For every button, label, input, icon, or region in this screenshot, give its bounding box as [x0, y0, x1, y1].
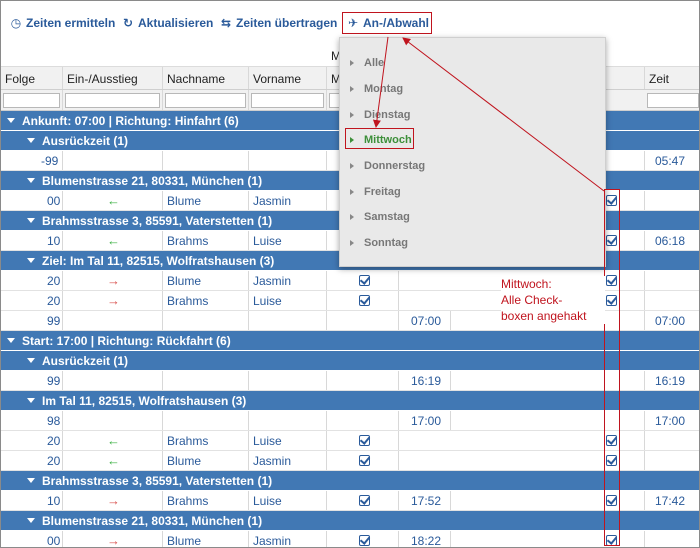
- menu-item-samstag[interactable]: Samstag: [350, 208, 410, 226]
- filter-folge-input[interactable]: [3, 92, 60, 108]
- filter-vorname-input[interactable]: [251, 92, 324, 108]
- table-row[interactable]: 20 ← Blume Jasmin: [1, 451, 699, 471]
- collapse-icon: [27, 138, 35, 143]
- bullet-icon: [350, 112, 354, 118]
- filter-nachname-input[interactable]: [165, 92, 246, 108]
- zeiten-uebertragen-button[interactable]: ⇆ Zeiten übertragen: [220, 15, 337, 31]
- group-row-brahmsstrasse[interactable]: Brahmsstrasse 3, 85591, Vaterstetten (1): [1, 471, 699, 491]
- checkbox-icon[interactable]: [606, 455, 617, 466]
- mittwoch-highlight: [345, 128, 414, 149]
- menu-item-montag[interactable]: Montag: [350, 80, 403, 98]
- annotation-note: Mittwoch: Alle Check- boxen angehakt: [501, 276, 605, 324]
- checkbox-icon[interactable]: [606, 275, 617, 286]
- checkbox-icon[interactable]: [359, 535, 370, 546]
- arrow-left-icon: ←: [107, 433, 120, 448]
- zeiten-uebertragen-label: Zeiten übertragen: [236, 16, 338, 30]
- collapse-icon: [27, 518, 35, 523]
- bullet-icon: [350, 86, 354, 92]
- arrow-right-icon: →: [107, 493, 120, 508]
- an-abwahl-label: An-/Abwahl: [363, 16, 429, 30]
- checkbox-icon[interactable]: [606, 235, 617, 246]
- zeiten-ermitteln-label: Zeiten ermitteln: [26, 16, 116, 30]
- bullet-icon: [350, 240, 354, 246]
- group-row-rueckfahrt[interactable]: Start: 17:00 | Richtung: Rückfahrt (6): [1, 331, 699, 351]
- checkbox-icon[interactable]: [606, 195, 617, 206]
- table-row[interactable]: 10 → Brahms Luise 17:52 17:42: [1, 491, 699, 511]
- menu-item-dienstag[interactable]: Dienstag: [350, 106, 410, 124]
- checkbox-icon[interactable]: [359, 435, 370, 446]
- bullet-icon: [350, 189, 354, 195]
- an-abwahl-button[interactable]: ✈ An-/Abwahl: [347, 15, 429, 31]
- toolbar: ◷ Zeiten ermitteln ↻ Aktualisieren ⇆ Zei…: [1, 1, 699, 43]
- filter-ein-ausstieg-input[interactable]: [65, 92, 160, 108]
- arrow-left-icon: ←: [107, 453, 120, 468]
- menu-item-freitag[interactable]: Freitag: [350, 183, 401, 201]
- swap-arrows-icon: ⇆: [220, 16, 232, 30]
- arrow-right-icon: →: [107, 293, 120, 308]
- bullet-icon: [350, 163, 354, 169]
- arrow-left-icon: ←: [107, 233, 120, 248]
- checkbox-icon[interactable]: [606, 295, 617, 306]
- arrow-right-icon: →: [107, 533, 120, 548]
- checkbox-icon[interactable]: [606, 495, 617, 506]
- clock-icon: ◷: [10, 16, 22, 30]
- checkbox-icon[interactable]: [359, 495, 370, 506]
- bullet-icon: [350, 214, 354, 220]
- group-row-im-tal[interactable]: Im Tal 11, 82515, Wolfratshausen (3): [1, 391, 699, 411]
- checkbox-icon[interactable]: [359, 295, 370, 306]
- zeiten-ermitteln-button[interactable]: ◷ Zeiten ermitteln: [10, 15, 116, 31]
- table-row[interactable]: 99 16:19 16:19: [1, 371, 699, 391]
- collapse-icon: [27, 398, 35, 403]
- collapse-icon: [27, 258, 35, 263]
- aktualisieren-label: Aktualisieren: [138, 16, 214, 30]
- column-header-vorname[interactable]: Vorname: [249, 67, 327, 89]
- table-row[interactable]: 98 17:00 17:00: [1, 411, 699, 431]
- checkbox-column-highlight: [604, 189, 620, 546]
- column-header-zeit[interactable]: Zeit: [649, 72, 670, 86]
- checkbox-icon[interactable]: [606, 435, 617, 446]
- bullet-icon: [350, 137, 354, 143]
- menu-item-alle[interactable]: Alle: [350, 54, 384, 72]
- collapse-icon: [7, 338, 15, 343]
- arrow-left-icon: ←: [107, 193, 120, 208]
- filter-zeit-input[interactable]: [647, 92, 699, 108]
- bullet-icon: [350, 60, 354, 66]
- menu-item-mittwoch[interactable]: Mittwoch: [350, 131, 412, 149]
- menu-item-donnerstag[interactable]: Donnerstag: [350, 157, 425, 175]
- collapse-icon: [27, 358, 35, 363]
- checkbox-icon[interactable]: [359, 275, 370, 286]
- menu-item-sonntag[interactable]: Sonntag: [350, 234, 408, 252]
- column-header-folge[interactable]: Folge: [1, 67, 63, 89]
- group-row-ausrueckzeit[interactable]: Ausrückzeit (1): [1, 351, 699, 371]
- collapse-icon: [27, 178, 35, 183]
- column-header-ein-ausstieg[interactable]: Ein-/Ausstieg: [63, 67, 163, 89]
- table-row[interactable]: 20 ← Brahms Luise: [1, 431, 699, 451]
- table-row[interactable]: 00 → Blume Jasmin 18:22: [1, 531, 699, 548]
- an-abwahl-highlight: [342, 12, 432, 34]
- checkbox-icon[interactable]: [359, 455, 370, 466]
- an-abwahl-dropdown: Alle Montag Dienstag Mittwoch Donnerstag…: [339, 37, 606, 267]
- plane-icon: ✈: [347, 16, 359, 30]
- group-row-blumenstrasse[interactable]: Blumenstrasse 21, 80331, München (1): [1, 511, 699, 531]
- collapse-icon: [27, 478, 35, 483]
- arrow-right-icon: →: [107, 273, 120, 288]
- column-header-nachname[interactable]: Nachname: [163, 67, 249, 89]
- collapse-icon: [27, 218, 35, 223]
- refresh-icon: ↻: [122, 16, 134, 30]
- aktualisieren-button[interactable]: ↻ Aktualisieren: [122, 15, 213, 31]
- collapse-icon: [7, 118, 15, 123]
